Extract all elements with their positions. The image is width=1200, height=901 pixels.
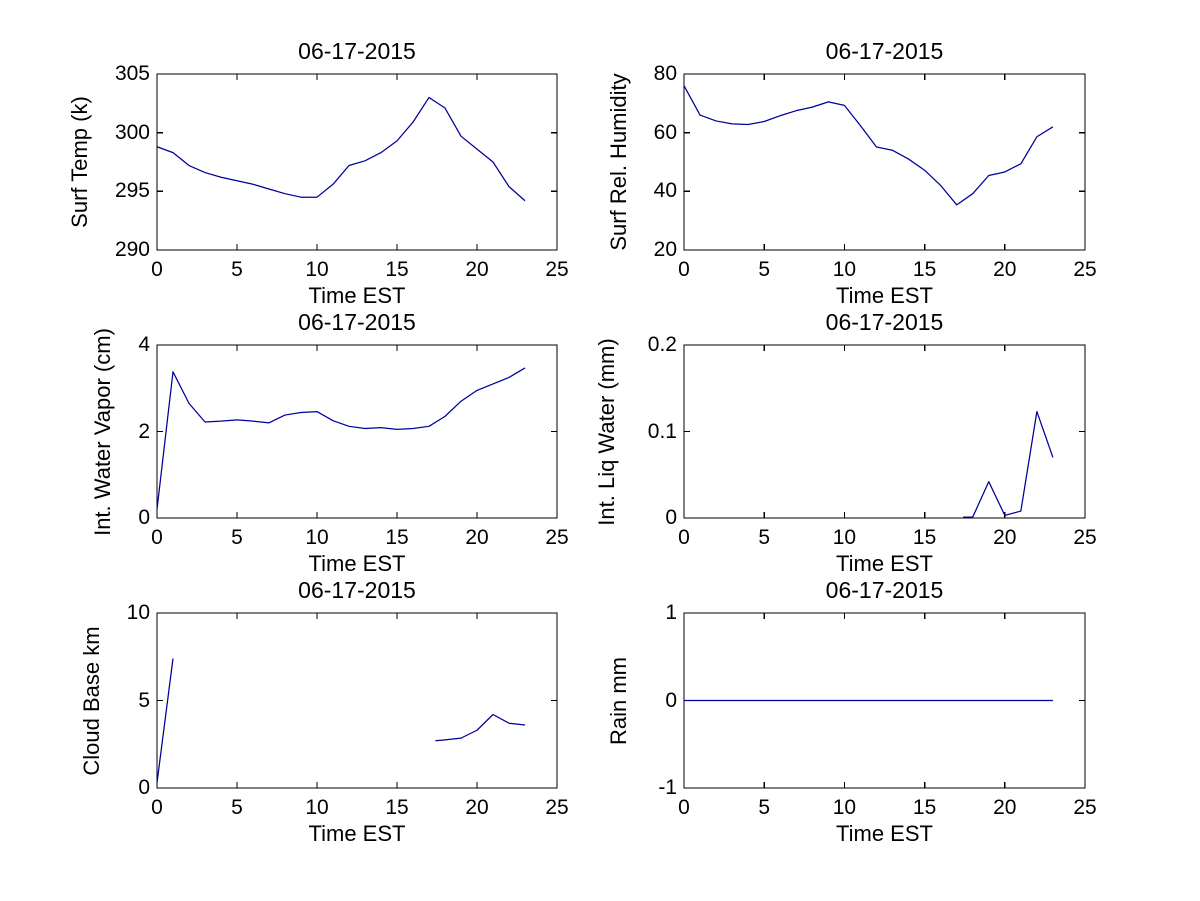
x-tick-label: 0 bbox=[678, 526, 690, 549]
y-tick-label: 2 bbox=[138, 419, 150, 443]
axes-box bbox=[156, 612, 558, 789]
y-tick-label: 300 bbox=[114, 120, 150, 144]
y-tick-label: -1 bbox=[658, 776, 677, 799]
x-tick-label: 15 bbox=[912, 526, 937, 549]
x-axis-label: Time EST bbox=[308, 551, 406, 576]
x-tick-label: 5 bbox=[231, 258, 243, 281]
x-tick-label: 15 bbox=[912, 258, 937, 281]
x-tick-label: 25 bbox=[545, 526, 569, 549]
x-tick-label: 25 bbox=[1073, 796, 1097, 819]
x-tick-label: 25 bbox=[1073, 526, 1097, 549]
subplot-title: 06-17-2015 bbox=[825, 577, 944, 603]
y-tick-label: 0 bbox=[665, 506, 677, 529]
x-tick-label: 0 bbox=[151, 796, 163, 819]
data-line-cloud-base-evening bbox=[435, 713, 526, 742]
x-tick-label: 0 bbox=[678, 796, 690, 819]
x-axis-label: Time EST bbox=[308, 821, 406, 846]
x-tick-label: 10 bbox=[305, 258, 329, 281]
y-tick-label: 4 bbox=[138, 333, 150, 356]
y-tick-label: 20 bbox=[653, 238, 677, 261]
y-tick-label: 0 bbox=[665, 688, 677, 712]
data-line-cloud-base-early bbox=[156, 658, 174, 783]
y-tick-label: 0 bbox=[138, 776, 150, 799]
axes-box bbox=[683, 344, 1086, 519]
y-tick-label: 60 bbox=[653, 120, 677, 144]
subplot-title: 06-17-2015 bbox=[825, 309, 944, 335]
x-tick-label: 10 bbox=[832, 796, 857, 819]
x-tick-label: 5 bbox=[758, 796, 771, 819]
axes-box bbox=[683, 73, 1086, 251]
x-tick-label: 20 bbox=[993, 796, 1017, 819]
y-tick-label: 305 bbox=[114, 62, 150, 85]
y-tick-label: 80 bbox=[653, 62, 677, 85]
x-axis-label: Time EST bbox=[836, 551, 933, 576]
x-tick-label: 10 bbox=[305, 796, 329, 819]
x-tick-label: 25 bbox=[545, 796, 569, 819]
x-axis-label: Time EST bbox=[836, 283, 933, 308]
x-tick-label: 25 bbox=[1073, 258, 1097, 281]
data-line-integrated-liquid-water bbox=[963, 410, 1054, 518]
x-tick-label: 5 bbox=[231, 796, 243, 819]
data-line-surface-relative-humidity bbox=[683, 85, 1054, 206]
x-tick-label: 15 bbox=[385, 526, 409, 549]
data-line-integrated-water-vapor bbox=[156, 367, 526, 510]
x-tick-label: 0 bbox=[678, 258, 690, 281]
y-tick-label: 1 bbox=[665, 601, 677, 624]
x-tick-label: 5 bbox=[758, 258, 771, 281]
subplot-title: 06-17-2015 bbox=[298, 577, 416, 603]
x-axis-label: Time EST bbox=[308, 283, 406, 308]
y-tick-label: 5 bbox=[138, 688, 150, 712]
x-tick-label: 5 bbox=[231, 526, 243, 549]
subplot-title: 06-17-2015 bbox=[825, 38, 944, 64]
x-tick-label: 20 bbox=[993, 526, 1017, 549]
x-tick-label: 20 bbox=[993, 258, 1017, 281]
x-tick-label: 20 bbox=[465, 258, 489, 281]
x-tick-label: 25 bbox=[545, 258, 569, 281]
y-tick-label: 0.2 bbox=[647, 333, 677, 356]
plot-area bbox=[683, 73, 1086, 251]
x-tick-label: 15 bbox=[385, 258, 409, 281]
y-tick-label: 40 bbox=[653, 179, 677, 203]
plot-area bbox=[683, 344, 1086, 519]
axes-box bbox=[156, 73, 558, 251]
y-tick-label: 10 bbox=[126, 601, 150, 624]
axes-box bbox=[156, 344, 558, 519]
subplot-title: 06-17-2015 bbox=[298, 38, 416, 64]
x-tick-label: 0 bbox=[151, 526, 163, 549]
subplot-title: 06-17-2015 bbox=[298, 309, 416, 335]
x-tick-label: 20 bbox=[465, 526, 489, 549]
y-tick-label: 295 bbox=[114, 179, 150, 203]
x-tick-label: 10 bbox=[305, 526, 329, 549]
y-tick-label: 290 bbox=[114, 238, 150, 261]
x-tick-label: 0 bbox=[151, 258, 163, 281]
x-tick-label: 15 bbox=[912, 796, 937, 819]
x-tick-label: 10 bbox=[832, 258, 857, 281]
plot-area bbox=[683, 612, 1086, 789]
data-line-surface-temperature bbox=[156, 96, 526, 202]
plot-area bbox=[156, 73, 558, 251]
plot-area bbox=[156, 344, 558, 519]
x-tick-label: 15 bbox=[385, 796, 409, 819]
plot-area bbox=[156, 612, 558, 789]
y-tick-label: 0 bbox=[138, 506, 150, 529]
x-axis-label: Time EST bbox=[836, 821, 933, 846]
x-tick-label: 20 bbox=[465, 796, 489, 819]
x-tick-label: 5 bbox=[758, 526, 771, 549]
x-tick-label: 10 bbox=[832, 526, 857, 549]
y-tick-label: 0.1 bbox=[647, 419, 677, 443]
